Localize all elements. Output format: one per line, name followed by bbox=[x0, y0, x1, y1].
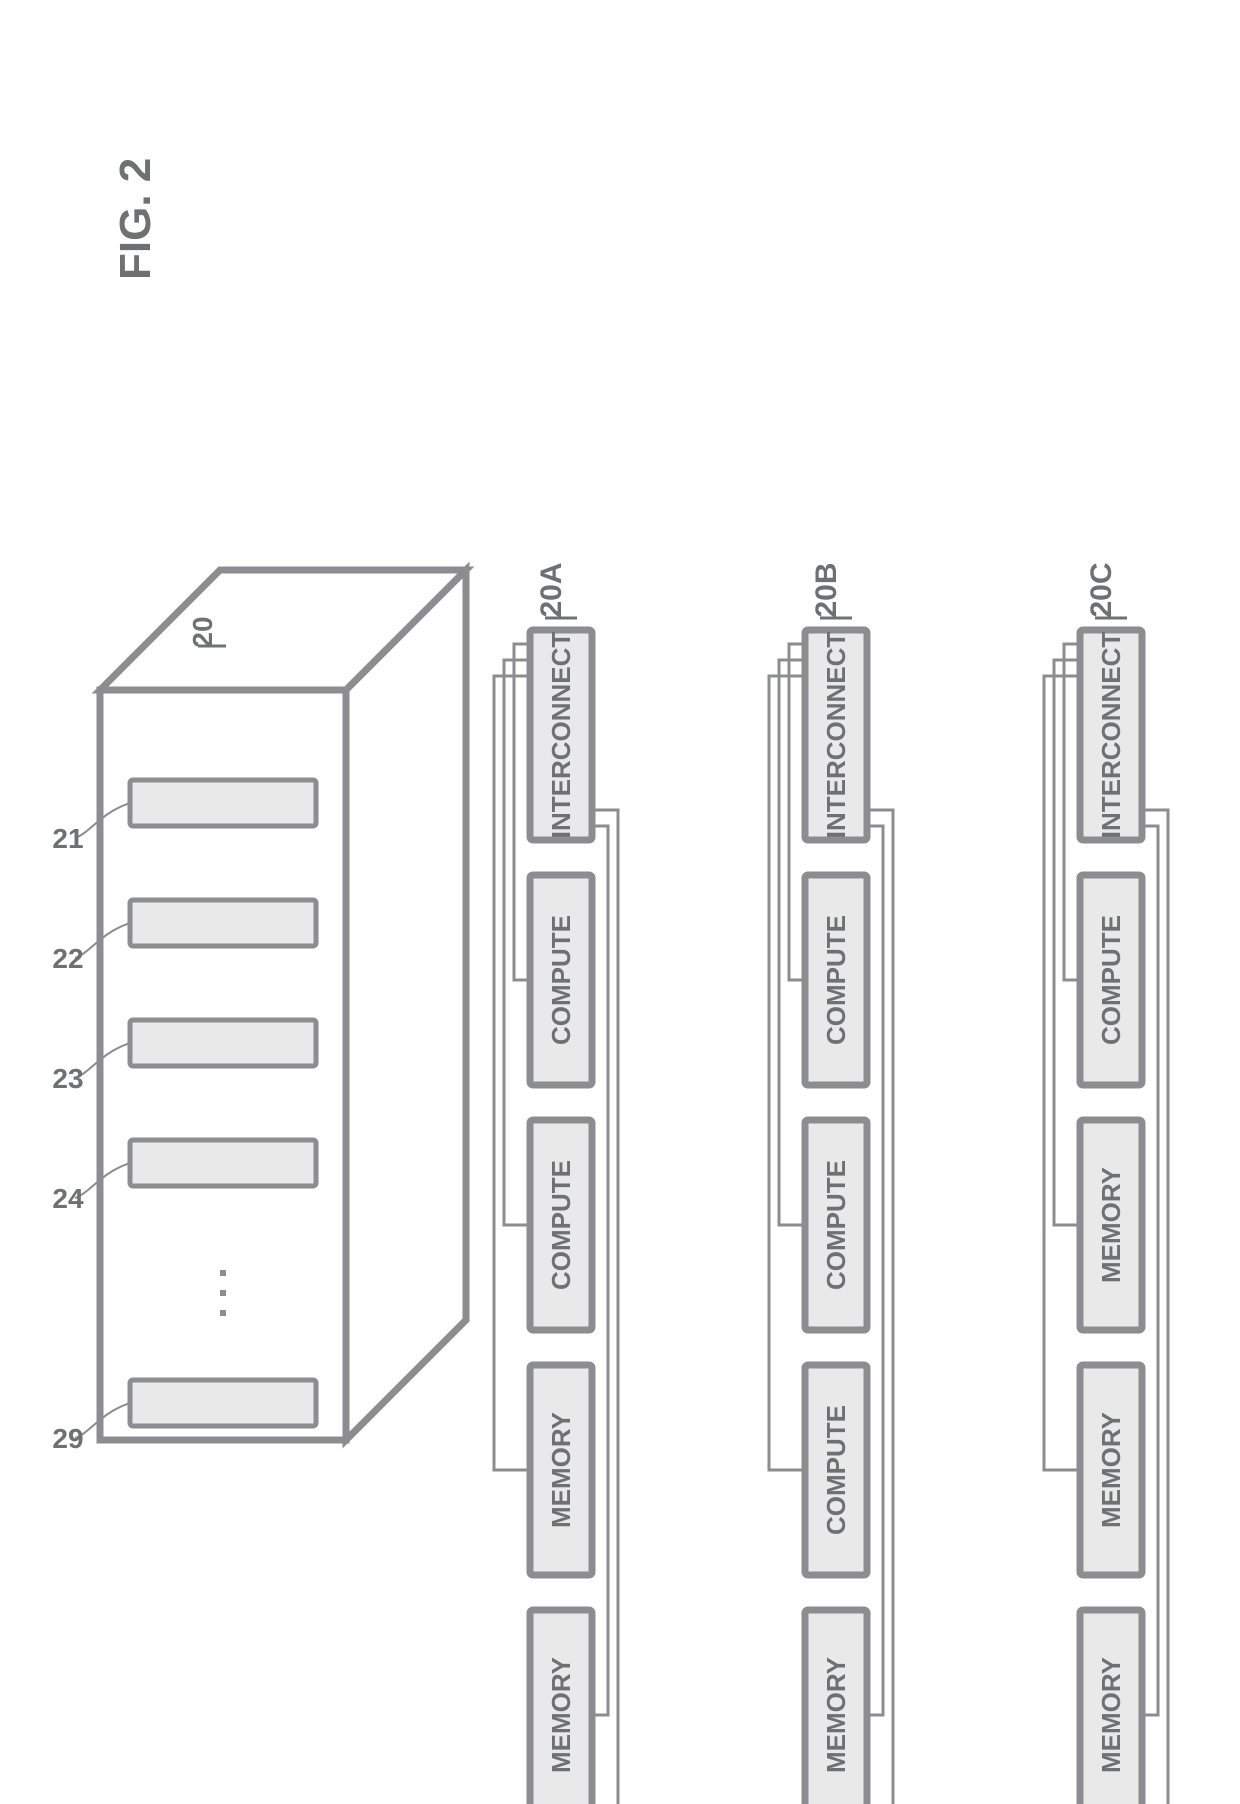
column-ref: 20B bbox=[810, 562, 843, 617]
interconnect-wire bbox=[592, 810, 618, 1804]
interconnect-wire bbox=[1142, 810, 1168, 1804]
slot-ref: 21 bbox=[52, 823, 83, 854]
block-label: COMPUTE bbox=[821, 1160, 851, 1290]
interconnect-wire bbox=[1054, 660, 1080, 1225]
interconnect-wire bbox=[769, 676, 805, 1470]
interconnect-wire bbox=[494, 676, 530, 1470]
interconnect-wire bbox=[779, 660, 805, 1225]
interconnect-label: INTERCONNECT bbox=[546, 632, 576, 839]
block-label: MEMORY bbox=[546, 1657, 576, 1773]
interconnect-label: INTERCONNECT bbox=[1096, 632, 1126, 839]
block-label: MEMORY bbox=[1096, 1412, 1126, 1528]
slot-ref: 24 bbox=[52, 1183, 84, 1214]
chassis-ref: 20 bbox=[187, 616, 218, 647]
block-label: MEMORY bbox=[1096, 1167, 1126, 1283]
block-label: MEMORY bbox=[546, 1412, 576, 1528]
block-label: COMPUTE bbox=[1096, 915, 1126, 1045]
block-label: COMPUTE bbox=[821, 915, 851, 1045]
block-label: MEMORY bbox=[1096, 1657, 1126, 1773]
interconnect-label: INTERCONNECT bbox=[821, 632, 851, 839]
column-ref: 20C bbox=[1085, 562, 1118, 617]
slot-ref: 29 bbox=[52, 1423, 83, 1454]
interconnect-wire bbox=[1044, 676, 1080, 1470]
block-label: COMPUTE bbox=[546, 915, 576, 1045]
block-label: COMPUTE bbox=[546, 1160, 576, 1290]
block-label: MEMORY bbox=[821, 1657, 851, 1773]
slot-ref: 22 bbox=[52, 943, 83, 974]
interconnect-wire bbox=[504, 660, 530, 1225]
block-label: COMPUTE bbox=[821, 1405, 851, 1535]
interconnect-wire bbox=[867, 810, 893, 1804]
slot-ref: 23 bbox=[52, 1063, 83, 1094]
column-ref: 20A bbox=[535, 562, 568, 617]
figure-title: FIG. 2 bbox=[111, 158, 160, 280]
